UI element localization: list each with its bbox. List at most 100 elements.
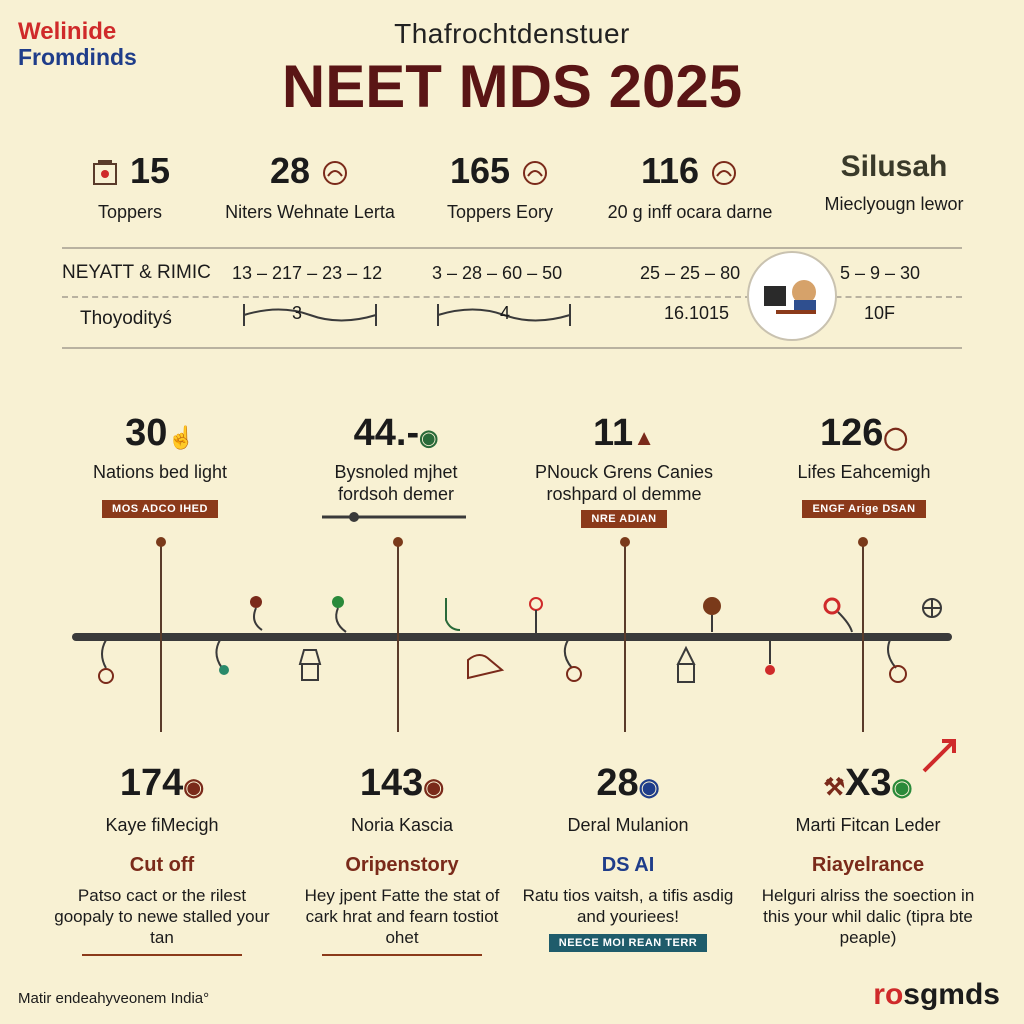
bottom-sub: Marti Fitcan Leder — [795, 815, 941, 835]
bottom-col-1: 174◉ Kaye fiMecigh Cut off Patso cact or… — [52, 762, 272, 956]
milestone-caption: Bysnoled mjhet — [334, 462, 458, 482]
milestone-caption: Lifes Eahcemigh — [797, 462, 931, 482]
stat-value: 116 — [590, 150, 790, 192]
milestone-tag: NRE ADIAN — [581, 510, 667, 528]
row-value: 16.1015 — [664, 303, 730, 323]
stat-3: 165 Toppers Eory — [400, 150, 600, 223]
bottom-heading: Oripenstory — [345, 854, 459, 876]
brand-logo: Welinide Fromdinds — [18, 20, 137, 69]
milestone-value: 44.-◉ — [353, 412, 439, 454]
bottom-desc: Patso cact or the rilest goopaly to newe… — [54, 886, 270, 947]
bottom-sub: Deral Mulanion — [567, 815, 689, 835]
charm-icon — [98, 640, 114, 684]
milestone-4: 126◯ Lifes Eahcemigh ENGF Arige DSAN — [764, 412, 964, 518]
milestone-value: 30☝ — [125, 412, 195, 454]
building-icon — [92, 160, 117, 186]
compass-icon — [922, 598, 942, 618]
stat-1: 15 Toppers — [30, 150, 230, 223]
row-value: 3 – 28 – 60 – 50 — [432, 263, 563, 283]
milestone-caption: fordsoh demer — [337, 484, 455, 504]
milestone-tag: ENGF Arige DSAN — [802, 500, 926, 518]
row-value: 13 – 217 – 23 – 12 — [232, 263, 383, 283]
dial-icon — [703, 597, 721, 632]
timeline-connector — [397, 542, 399, 732]
row-value: 3 — [292, 303, 303, 323]
badge-icon: ◉ — [423, 774, 445, 801]
row-value: 25 – 25 – 80 — [640, 263, 741, 283]
bottom-col-2: 143◉ Noria Kascia Oripenstory Hey jpent … — [292, 762, 512, 956]
timeline-dot — [156, 537, 166, 547]
stat-label: Toppers Eory — [446, 202, 554, 222]
milestone-tag: MOS ADCO IHED — [102, 500, 218, 518]
divider — [62, 247, 962, 249]
dental-probe-icon — [322, 512, 466, 522]
timeline-connector — [624, 542, 626, 732]
row-value: 10F — [864, 303, 896, 323]
row-value: 4 — [500, 303, 511, 323]
bottom-tag: NEECE MOI REAN TERR — [548, 934, 708, 952]
bottom-value: 143◉ — [359, 762, 445, 804]
seal-icon: ◉ — [638, 774, 660, 801]
badge-icon — [323, 161, 348, 186]
tooth-icon: ◉ — [419, 425, 439, 450]
bottom-heading: Riayelrance — [811, 854, 925, 876]
divider — [62, 347, 962, 349]
seal-icon: ◉ — [891, 774, 913, 801]
bottom-desc: Helguri alriss the soection in this your… — [761, 886, 975, 947]
stat-label: Niters Wehnate Lerta — [225, 202, 395, 222]
milestone-caption: roshpard ol demme — [546, 484, 702, 504]
brand-line2: Fromdinds — [18, 44, 137, 70]
timeline-dot — [620, 537, 630, 547]
hook-icon — [332, 596, 347, 633]
badge-icon — [712, 161, 737, 186]
milestone-caption: Nations bed light — [92, 462, 228, 482]
stat-2: 28 Niters Wehnate Lerta — [210, 150, 410, 223]
charm-icon — [563, 640, 582, 682]
row-value: 5 – 9 – 30 — [840, 263, 921, 283]
bottom-sub: Kaye fiMecigh — [105, 815, 219, 835]
row-label: NEYATT & RIMIC — [62, 262, 211, 283]
arrow-accent-icon — [922, 739, 956, 773]
bottom-col-3: 28◉ Deral Mulanion DS AI Ratu tios vaits… — [518, 762, 738, 952]
stat-value: 165 — [400, 150, 600, 192]
timeline-connector — [160, 542, 162, 732]
stat-value: 28 — [210, 150, 410, 192]
bottom-desc: Hey jpent Fatte the stat of cark hrat an… — [304, 886, 500, 947]
charm-icon — [887, 640, 907, 683]
timeline-icons — [98, 640, 907, 684]
timeline-connector — [862, 542, 864, 732]
brand-line1: Welinide — [18, 18, 117, 45]
charm-icon — [765, 640, 775, 675]
page-title: NEET MDS 2025 — [281, 53, 743, 120]
divider — [62, 296, 962, 298]
bottom-value: ⚒X3◉ — [823, 762, 913, 804]
stat-value: 15 — [30, 150, 230, 192]
timeline-dot — [858, 537, 868, 547]
milestone-value: 126◯ — [819, 412, 909, 454]
map-pin-icon: ◉ — [183, 774, 205, 801]
hand-icon: ☝ — [167, 425, 195, 450]
footer-credit: Matir endeahyveonem India° — [18, 990, 210, 1007]
bottom-heading: Cut off — [129, 854, 195, 876]
timeline-top-icons — [250, 596, 942, 634]
milestone-3: 11▲ PNouck Grens Canies roshpard ol demm… — [524, 412, 724, 528]
milestone-1: 30☝ Nations bed light MOS ADCO IHED — [60, 412, 260, 518]
bell-icon — [676, 645, 696, 683]
underline — [322, 954, 482, 956]
hook-icon — [445, 598, 461, 631]
bottom-value: 174◉ — [119, 762, 205, 804]
hook-icon — [250, 596, 263, 631]
bracket-icon — [243, 304, 377, 326]
bottom-sub: Noria Kascia — [350, 815, 454, 835]
charm-icon — [215, 640, 229, 675]
bottom-heading: DS AI — [601, 854, 655, 876]
dental-chair-illustration-icon — [747, 251, 837, 341]
bracket-icon — [437, 304, 571, 326]
shoe-icon — [467, 654, 505, 680]
timeline-bar — [72, 633, 952, 641]
badge-icon — [523, 161, 548, 186]
timeline-dot — [393, 537, 403, 547]
hook-icon — [529, 597, 543, 634]
row-label: Thoyodityś — [80, 308, 172, 329]
stat-label: Mieclyougn lewor — [824, 194, 964, 214]
